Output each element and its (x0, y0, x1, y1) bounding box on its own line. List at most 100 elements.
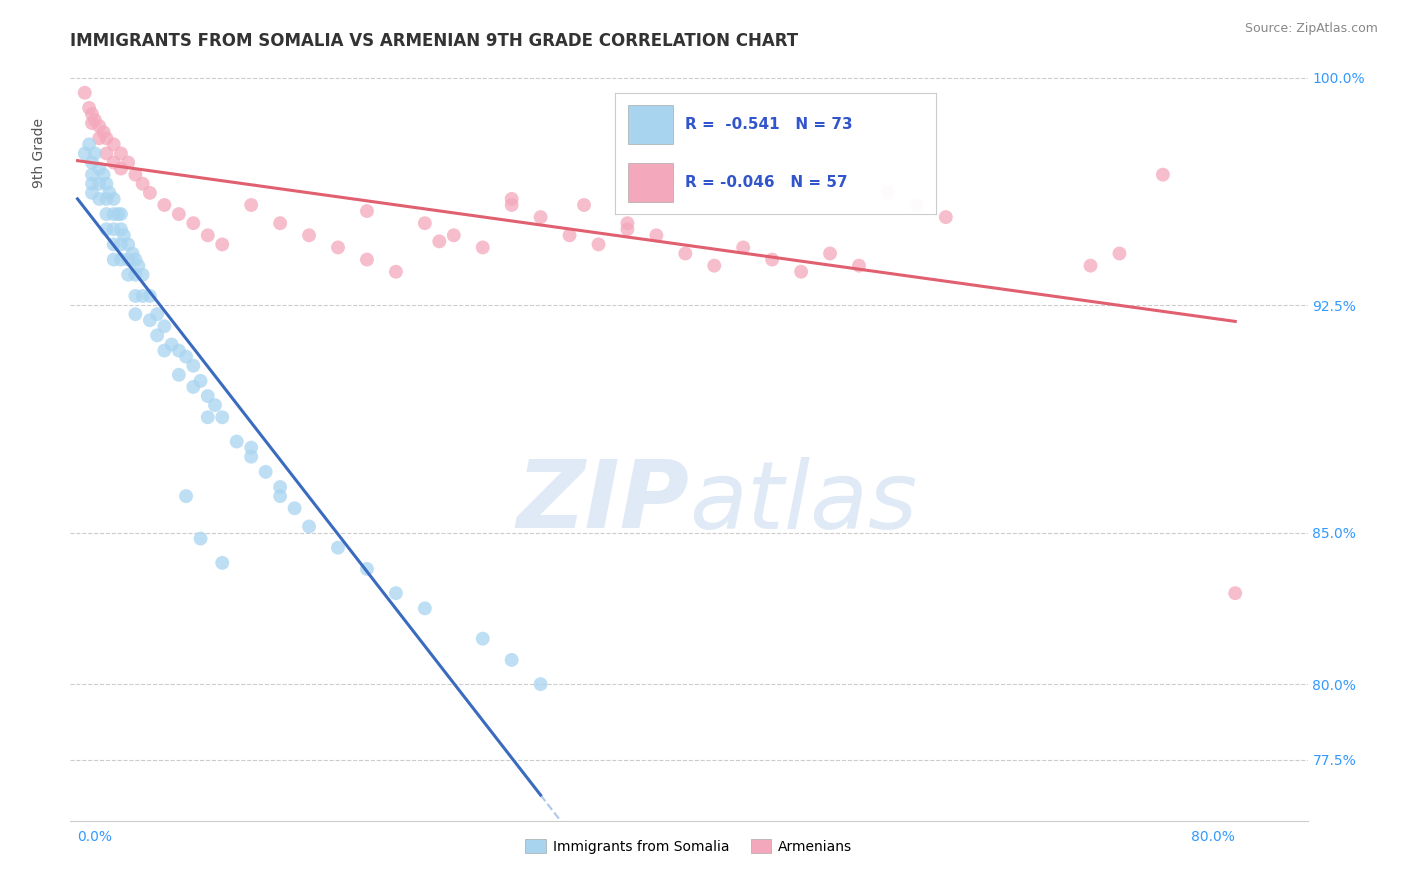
Point (616, 222, 638, 236)
Point (471, 632, 494, 646)
Point (733, 240, 755, 254)
Text: 0.0%: 0.0% (77, 830, 112, 844)
Point (413, 601, 436, 615)
Point (127, 259, 149, 273)
Text: ZIP: ZIP (516, 456, 689, 549)
Point (93, 125, 115, 139)
Point (131, 268, 153, 282)
Point (103, 222, 125, 236)
Point (103, 207, 125, 221)
Point (80, 155, 103, 169)
Point (77, 101, 100, 115)
Point (146, 307, 169, 321)
Point (112, 228, 135, 243)
Point (385, 586, 408, 600)
Point (1152, 168, 1174, 182)
Point (96, 146, 118, 161)
Point (616, 216, 638, 230)
Point (572, 198, 595, 212)
Point (1225, 586, 1247, 600)
Point (89, 131, 111, 145)
Point (153, 198, 176, 212)
Point (110, 222, 132, 236)
Point (703, 259, 725, 273)
Point (110, 237, 132, 252)
Point (124, 268, 146, 282)
Point (673, 246, 696, 260)
Point (103, 155, 125, 169)
Point (501, 198, 523, 212)
Text: 9th Grade: 9th Grade (32, 119, 46, 188)
Point (413, 216, 436, 230)
Point (110, 207, 132, 221)
Point (269, 480, 291, 494)
Point (131, 289, 153, 303)
Point (181, 216, 204, 230)
Text: Source: ZipAtlas.com: Source: ZipAtlas.com (1244, 22, 1378, 36)
Point (96, 192, 118, 206)
Point (153, 319, 176, 334)
Point (818, 246, 841, 260)
Text: atlas: atlas (689, 457, 917, 548)
Point (530, 210, 553, 224)
Point (80, 107, 103, 121)
Point (174, 350, 197, 364)
Point (89, 119, 111, 133)
Point (588, 237, 610, 252)
Point (124, 289, 146, 303)
Point (240, 450, 263, 464)
Point (298, 228, 321, 243)
Point (197, 389, 219, 403)
Point (103, 237, 125, 252)
Point (117, 268, 139, 282)
Point (73, 146, 96, 161)
Point (167, 343, 190, 358)
Point (89, 177, 111, 191)
Point (443, 228, 465, 243)
Point (124, 252, 146, 267)
Text: IMMIGRANTS FROM SOMALIA VS ARMENIAN 9TH GRADE CORRELATION CHART: IMMIGRANTS FROM SOMALIA VS ARMENIAN 9TH … (70, 32, 799, 50)
Point (877, 186, 900, 200)
Point (558, 228, 581, 243)
Point (146, 328, 169, 343)
Point (190, 532, 212, 546)
Point (83, 146, 105, 161)
Point (181, 359, 204, 373)
Point (530, 677, 553, 691)
Point (167, 207, 190, 221)
Point (385, 265, 408, 279)
Point (211, 556, 233, 570)
Point (153, 343, 176, 358)
Point (326, 240, 349, 254)
Point (80, 177, 103, 191)
Point (356, 204, 378, 219)
Point (501, 653, 523, 667)
Point (124, 307, 146, 321)
Point (89, 192, 111, 206)
Point (240, 198, 263, 212)
Point (160, 337, 183, 351)
Point (80, 116, 103, 130)
Point (225, 434, 247, 449)
Point (356, 252, 378, 267)
Point (73, 86, 96, 100)
Point (326, 541, 349, 555)
Point (103, 137, 125, 152)
Point (269, 489, 291, 503)
Point (96, 131, 118, 145)
Point (103, 192, 125, 206)
Point (139, 289, 162, 303)
Point (181, 380, 204, 394)
Point (427, 235, 450, 249)
Point (96, 207, 118, 221)
Point (501, 192, 523, 206)
Point (298, 519, 321, 533)
Point (197, 410, 219, 425)
Point (790, 265, 813, 279)
Point (110, 252, 132, 267)
Point (211, 410, 233, 425)
Point (211, 237, 233, 252)
Point (77, 137, 100, 152)
Point (117, 155, 139, 169)
Point (645, 228, 668, 243)
